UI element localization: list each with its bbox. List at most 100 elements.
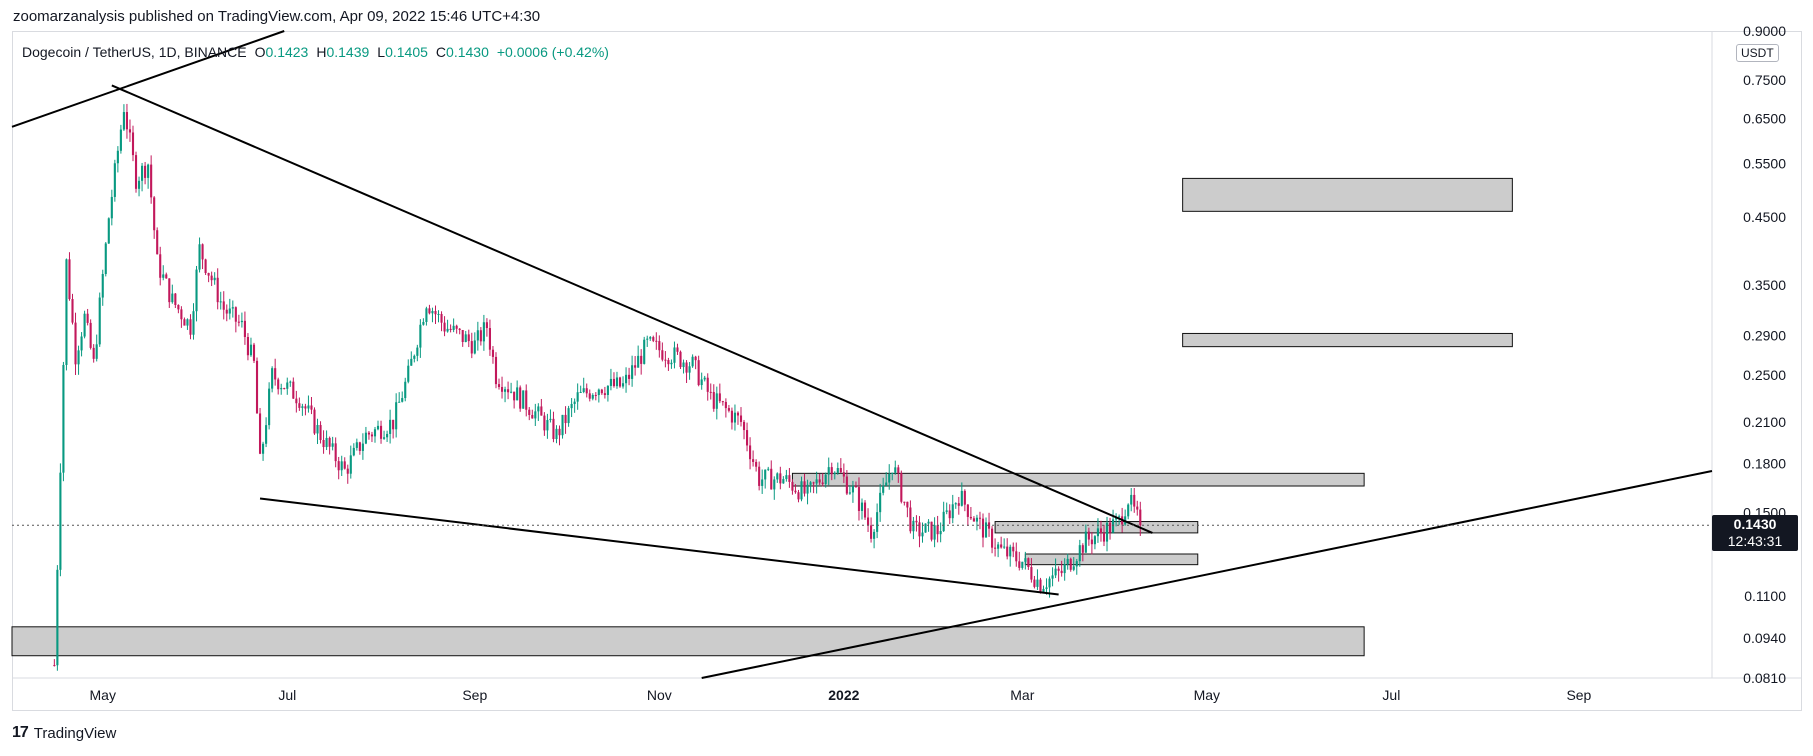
candle-body: [410, 358, 413, 366]
currency-label[interactable]: USDT: [1736, 44, 1779, 62]
time-axis[interactable]: May Jul Sep Nov 2022 Mar May Jul Sep: [90, 687, 1592, 703]
candle-body: [319, 425, 322, 440]
candle-body: [885, 482, 888, 486]
candle-body: [652, 337, 655, 341]
candle-body: [1133, 494, 1136, 507]
candle-body: [1036, 579, 1039, 587]
candle-body: [171, 293, 174, 303]
candle-body: [228, 308, 231, 314]
symbol-title[interactable]: Dogecoin / TetherUS, 1D, BINANCE: [22, 44, 247, 60]
candle-body: [304, 406, 307, 409]
price-tick-label: 0.5500: [1743, 155, 1786, 171]
candle-body: [1024, 558, 1027, 562]
time-tick-label: Nov: [647, 687, 672, 703]
candle-body: [812, 482, 815, 484]
price-tick-label: 0.2900: [1743, 327, 1786, 343]
candle-body: [936, 525, 939, 535]
candle-body: [358, 442, 361, 451]
candle-body: [706, 377, 709, 392]
candle-body: [857, 487, 861, 511]
candle-body: [1099, 528, 1103, 534]
candle-body: [606, 385, 609, 396]
candle-body: [621, 383, 625, 387]
candle-body: [688, 366, 691, 373]
candle-body: [576, 392, 579, 402]
candle-body: [479, 330, 482, 342]
candle-body: [712, 391, 715, 409]
candle-body: [364, 432, 367, 444]
candle-body: [370, 434, 374, 437]
candle-body: [609, 378, 612, 386]
zone-1: [791, 472, 1365, 487]
candle-body: [942, 511, 945, 532]
candle-body: [443, 322, 446, 332]
candle-body: [156, 230, 159, 255]
candle-body: [1084, 531, 1087, 553]
candle-body: [404, 381, 407, 399]
candle-body: [234, 307, 237, 322]
candle-body: [818, 479, 821, 483]
candle-body: [745, 430, 749, 446]
candle-body: [603, 393, 606, 396]
candle-body: [655, 340, 658, 342]
candle-body: [367, 432, 370, 435]
candle-body: [246, 337, 250, 356]
candle-body: [676, 347, 679, 352]
candle-body: [207, 273, 210, 276]
candle-body: [458, 328, 461, 330]
candle-body: [213, 277, 216, 281]
candle-body: [219, 301, 222, 303]
time-tick-label: Jul: [1382, 687, 1400, 703]
candle-body: [376, 425, 380, 430]
candle-body: [715, 393, 718, 409]
candle-body: [252, 344, 256, 361]
candle-body: [1039, 579, 1042, 593]
candle-body: [485, 322, 488, 329]
candle-body: [794, 490, 797, 493]
candle-body: [1000, 544, 1003, 548]
candle-body: [863, 502, 867, 518]
candle-body: [785, 475, 788, 480]
candle-body: [1027, 558, 1030, 567]
candle-body: [888, 473, 891, 483]
candle-body: [724, 401, 727, 409]
candle-body: [1139, 509, 1142, 526]
candle-body: [231, 307, 234, 309]
candle-body: [349, 455, 352, 474]
price-axis[interactable]: 0.9000 0.7500 0.6500 0.5500 0.4500 0.3500 0.29…: [1743, 23, 1786, 686]
candle-body: [966, 504, 969, 517]
candle-body: [301, 406, 304, 408]
candle-body: [618, 377, 622, 387]
candle-body: [525, 390, 528, 410]
zone-2: [994, 521, 1199, 534]
candle-body: [1054, 568, 1057, 576]
candle-body: [978, 517, 982, 519]
candle-body: [80, 336, 83, 351]
symbol-legend[interactable]: Dogecoin / TetherUS, 1D, BINANCE O0.1423…: [22, 44, 609, 60]
candle-body: [92, 347, 95, 359]
candle-body: [643, 339, 646, 364]
candle-body: [298, 403, 301, 408]
candle-body: [703, 377, 706, 380]
candle-body: [283, 388, 286, 390]
chart-frame[interactable]: [12, 31, 1802, 711]
candle-body: [386, 433, 389, 438]
candle-body: [957, 503, 960, 506]
candle-body: [189, 319, 192, 335]
candle-body: [924, 523, 927, 533]
footer-brand[interactable]: 17 TradingView: [12, 724, 116, 742]
candle-body: [186, 319, 189, 326]
candle-body: [1127, 504, 1130, 517]
candle-body: [1102, 533, 1106, 542]
candle-body: [972, 518, 975, 522]
candle-body: [464, 334, 467, 343]
candle-body: [773, 479, 776, 490]
price-tick-label: 0.2500: [1743, 367, 1786, 383]
candle-body: [930, 521, 933, 540]
candle-body: [845, 476, 848, 494]
candle-body: [325, 437, 328, 448]
candle-body: [337, 461, 340, 471]
candle-body: [658, 341, 661, 351]
candle-body: [631, 365, 634, 379]
